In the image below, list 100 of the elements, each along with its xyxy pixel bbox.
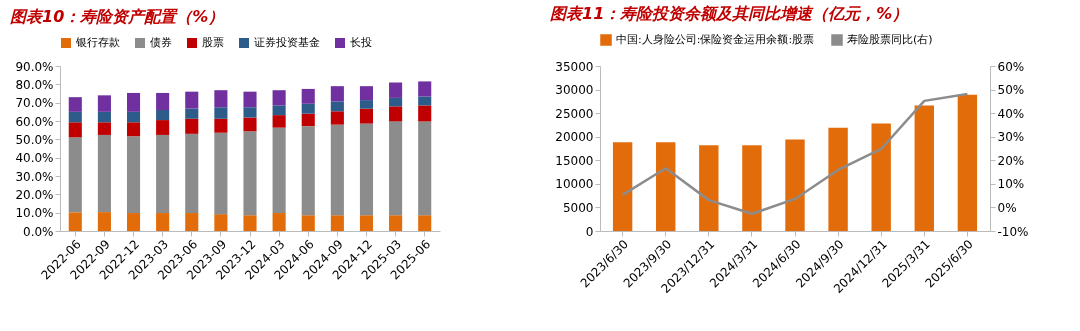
bar bbox=[68, 111, 82, 123]
y2-tick-label: 60% bbox=[997, 59, 1025, 74]
bar bbox=[359, 215, 374, 231]
y-tick-label: 30000 bbox=[555, 83, 594, 98]
bar bbox=[389, 97, 403, 107]
y2-tick-label: -10% bbox=[997, 224, 1029, 239]
bar bbox=[214, 90, 228, 108]
y-tick-label: 30.0% bbox=[15, 169, 54, 184]
bar bbox=[742, 145, 762, 231]
y2-tick-label: 20% bbox=[997, 153, 1025, 168]
bar bbox=[156, 134, 170, 214]
bar bbox=[914, 105, 934, 231]
bar bbox=[330, 86, 344, 102]
bar bbox=[418, 215, 432, 231]
bar bbox=[272, 127, 286, 214]
bar bbox=[156, 120, 170, 135]
y-tick-label: 20.0% bbox=[15, 187, 54, 202]
y-tick-label: 35000 bbox=[555, 59, 594, 74]
bar bbox=[272, 213, 286, 231]
y-tick-label: 15000 bbox=[555, 153, 594, 168]
bar bbox=[126, 136, 141, 214]
bar bbox=[389, 106, 403, 122]
bar bbox=[243, 131, 257, 216]
bar bbox=[359, 123, 374, 216]
y2-tick-label: 40% bbox=[997, 106, 1025, 121]
bar bbox=[389, 121, 403, 216]
bar bbox=[330, 111, 344, 125]
y-tick-label: 40.0% bbox=[15, 151, 54, 166]
y-tick-label: 10.0% bbox=[15, 206, 54, 221]
bar bbox=[612, 142, 633, 231]
bar bbox=[243, 215, 257, 231]
bar bbox=[359, 108, 374, 124]
bar bbox=[156, 110, 170, 121]
bar bbox=[185, 91, 199, 109]
bar bbox=[243, 91, 257, 108]
bar bbox=[185, 108, 199, 119]
bar bbox=[126, 122, 141, 137]
bar bbox=[68, 97, 82, 112]
y-tick-label: 50.0% bbox=[15, 132, 54, 147]
bar bbox=[389, 82, 403, 98]
legend-label: 银行存款 bbox=[75, 36, 120, 49]
y-tick-label: 0 bbox=[585, 224, 594, 239]
y-tick-label: 60.0% bbox=[15, 114, 54, 129]
bar bbox=[214, 107, 228, 119]
bar bbox=[97, 122, 111, 135]
bar bbox=[243, 107, 257, 118]
bar bbox=[97, 134, 111, 213]
bar bbox=[418, 105, 432, 122]
y-tick-label: 70.0% bbox=[15, 96, 54, 111]
bar bbox=[359, 86, 374, 101]
legend-label: 中国:人身险公司:保险资金运用余额:股票 bbox=[616, 33, 815, 46]
bar bbox=[301, 88, 315, 104]
bar bbox=[359, 100, 374, 109]
y-tick-label: 20000 bbox=[555, 130, 594, 145]
y-tick-label: 5000 bbox=[562, 200, 594, 215]
bar bbox=[301, 103, 315, 114]
bar bbox=[97, 111, 111, 123]
line-series bbox=[621, 92, 969, 216]
bar bbox=[156, 92, 170, 110]
bar bbox=[301, 215, 315, 231]
bar bbox=[785, 139, 805, 231]
bar bbox=[68, 137, 82, 213]
legend-label: 债券 bbox=[150, 36, 172, 49]
bar bbox=[243, 117, 257, 132]
bar bbox=[272, 90, 286, 106]
y2-tick-label: 30% bbox=[997, 130, 1025, 145]
bar bbox=[272, 105, 286, 116]
y-tick-label: 80.0% bbox=[15, 77, 54, 92]
bar bbox=[185, 118, 199, 134]
bar bbox=[185, 133, 199, 214]
bar bbox=[126, 92, 141, 112]
legend-label: 长投 bbox=[350, 36, 372, 49]
bar bbox=[126, 111, 141, 123]
y-tick-label: 25000 bbox=[555, 106, 594, 121]
legend-label: 寿险股票同比(右) bbox=[847, 33, 933, 46]
bar bbox=[214, 118, 228, 133]
bar bbox=[156, 213, 170, 231]
bar bbox=[330, 124, 344, 216]
bar bbox=[126, 213, 141, 231]
bar bbox=[871, 123, 891, 231]
bar bbox=[68, 212, 82, 231]
bar bbox=[185, 213, 199, 231]
bar bbox=[301, 126, 315, 216]
bar bbox=[389, 215, 403, 231]
bar bbox=[97, 95, 111, 112]
bar bbox=[828, 127, 848, 231]
bar bbox=[699, 145, 719, 231]
bar bbox=[272, 115, 286, 128]
chart-title: 图表10：寿险资产配置（%） bbox=[10, 7, 225, 26]
legend-label: 证券投资基金 bbox=[254, 36, 320, 49]
y2-tick-label: 10% bbox=[997, 177, 1025, 192]
y2-tick-label: 50% bbox=[997, 83, 1025, 98]
bar bbox=[656, 142, 676, 231]
bar bbox=[418, 121, 432, 216]
bar bbox=[301, 113, 315, 127]
bar bbox=[957, 94, 978, 231]
bar bbox=[68, 122, 82, 138]
bar bbox=[418, 96, 432, 106]
bar bbox=[214, 132, 228, 215]
bar bbox=[97, 212, 111, 231]
